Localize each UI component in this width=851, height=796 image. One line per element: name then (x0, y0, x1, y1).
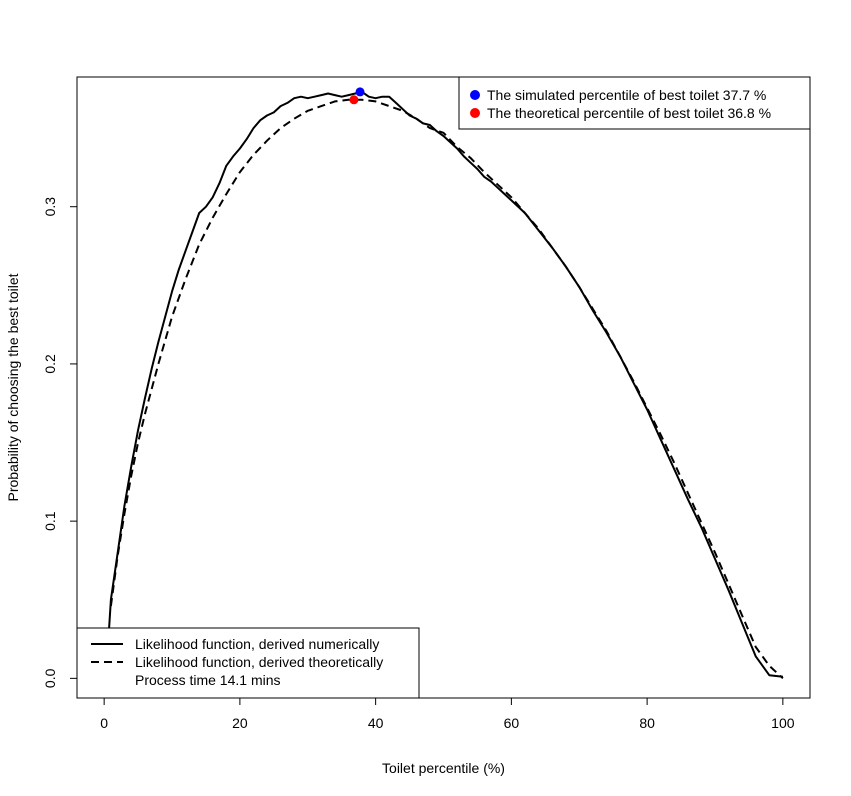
plot-frame (76, 76, 811, 699)
simulated-best-point (355, 87, 365, 97)
y-tick-label: 0.0 (42, 668, 58, 688)
series-line-theoretical (109, 98, 784, 680)
legend-top-right: The simulated percentile of best toilet … (458, 76, 811, 130)
x-axis: 0 20 40 60 80 100 (100, 697, 795, 731)
legend-label: Likelihood function, derived theoretical… (135, 654, 383, 670)
legend-label: Process time 14.1 mins (135, 672, 281, 688)
y-tick-label: 0.3 (42, 197, 58, 217)
y-tick-label: 0.2 (42, 354, 58, 374)
legend-marker (470, 90, 480, 100)
legend-box (458, 76, 811, 130)
series-line-numerical (107, 90, 784, 678)
legend-label: Likelihood function, derived numerically (135, 636, 379, 652)
legend-box (76, 627, 420, 699)
x-tick-label: 80 (639, 715, 655, 731)
legend-bottom-left: Likelihood function, derived numerically… (76, 627, 420, 699)
x-tick-label: 0 (100, 715, 108, 731)
legend-label: The simulated percentile of best toilet … (487, 87, 766, 103)
x-tick-label: 100 (771, 715, 795, 731)
theoretical-best-point (349, 95, 359, 105)
y-tick-label: 0.1 (42, 511, 58, 531)
x-tick-label: 40 (368, 715, 384, 731)
points-layer (349, 87, 365, 105)
x-axis-label: Toilet percentile (%) (382, 760, 505, 776)
legend-marker (470, 108, 480, 118)
x-tick-label: 20 (232, 715, 248, 731)
legend-label: The theoretical percentile of best toile… (487, 105, 771, 121)
y-axis: 0.0 0.1 0.2 0.3 (42, 197, 78, 688)
y-axis-label: Probability of choosing the best toilet (5, 273, 21, 501)
series-layer (107, 90, 784, 680)
x-tick-label: 60 (504, 715, 520, 731)
